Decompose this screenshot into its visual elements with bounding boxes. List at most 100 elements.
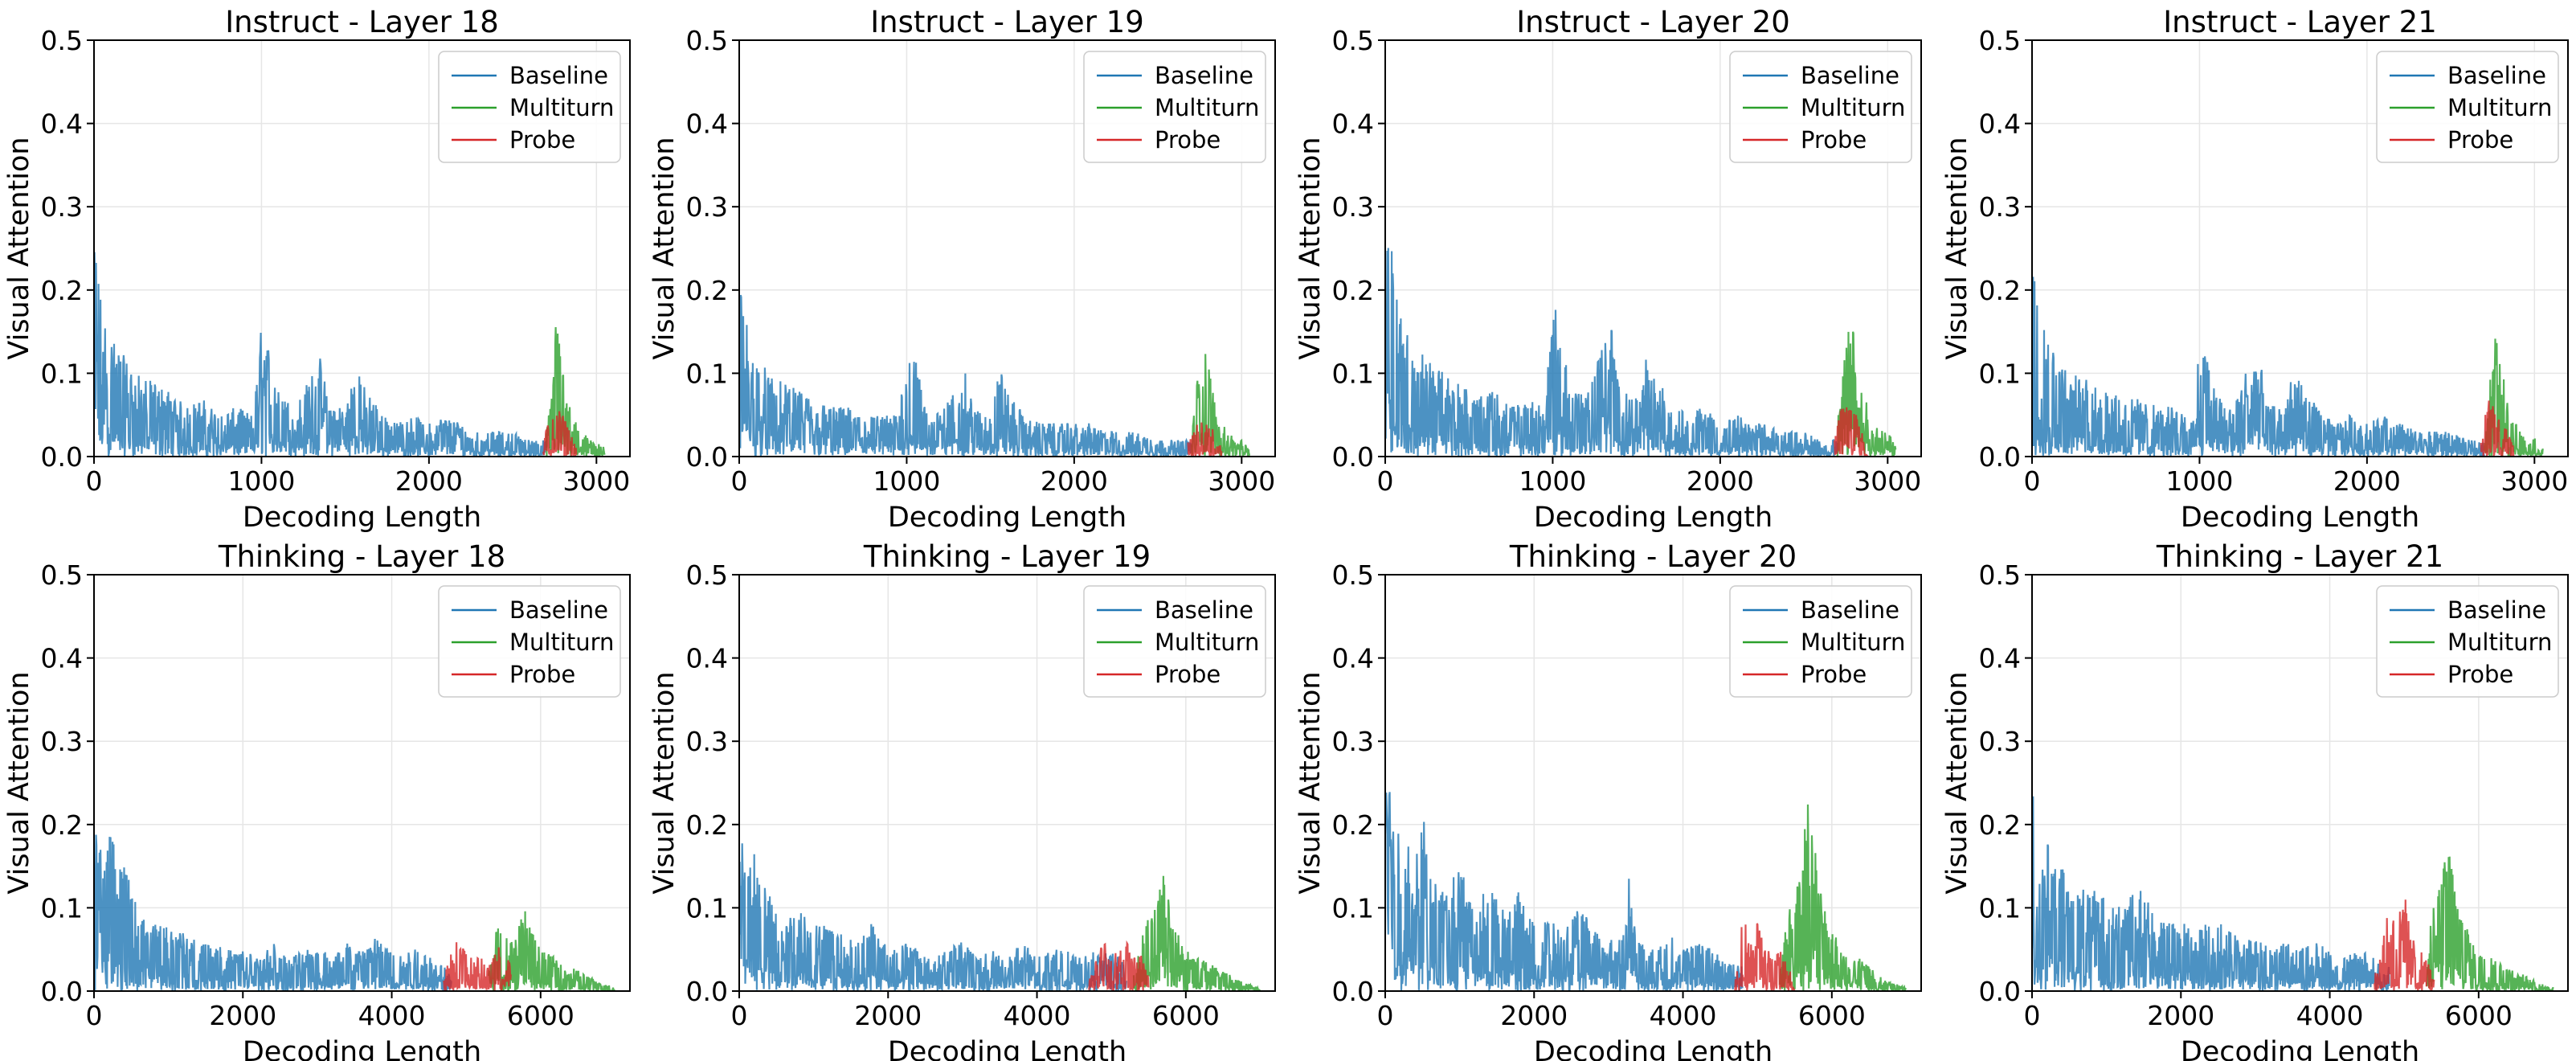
y-axis-label: Visual Attention — [1294, 137, 1327, 359]
legend-label-probe: Probe — [509, 661, 575, 688]
plot-frame — [2031, 574, 2569, 992]
x-axis-label: Decoding Length — [888, 502, 1126, 534]
x-tick-label: 1000 — [873, 465, 940, 497]
y-tick-label: 0.2 — [1979, 809, 2021, 841]
legend: Baseline Multiturn Probe — [1083, 585, 1266, 698]
y-tick-label: 0.5 — [41, 25, 83, 56]
legend: Baseline Multiturn Probe — [2376, 51, 2559, 163]
y-axis-label: Visual Attention — [648, 671, 681, 894]
x-tick-label: 4000 — [2296, 1000, 2364, 1031]
x-tick-label: 0 — [731, 1000, 748, 1031]
subplot-title: Thinking - Layer 19 — [863, 539, 1151, 574]
x-tick-label: 3000 — [1208, 465, 1275, 497]
x-tick-label: 0 — [731, 465, 748, 497]
plot-frame — [738, 574, 1276, 992]
y-tick-label: 0.2 — [686, 809, 728, 841]
legend: Baseline Multiturn Probe — [438, 585, 621, 698]
series-line-probe — [2480, 400, 2516, 457]
subplot-6: 0.0 0.1 0.2 0.3 0.4 0.5 0 2000 4000 6000 Thinking … — [648, 539, 1276, 1061]
x-tick-label: 6000 — [1152, 1000, 1220, 1031]
y-tick-label: 0.0 — [686, 441, 728, 473]
y-tick-label: 0.3 — [1332, 726, 1374, 757]
plot-frame — [93, 574, 631, 992]
x-tick-label: 0 — [2024, 465, 2041, 497]
legend-label-multiturn: Multiturn — [509, 629, 614, 656]
legend-box — [2376, 585, 2559, 698]
series-line-probe — [1833, 407, 1869, 457]
x-tick-label: 1000 — [1519, 465, 1586, 497]
legend-box — [438, 585, 621, 698]
y-tick-label: 0.3 — [41, 726, 83, 757]
subplot-title: Instruct - Layer 19 — [870, 5, 1144, 39]
x-tick-label: 4000 — [1004, 1000, 1071, 1031]
legend-label-baseline: Baseline — [1801, 596, 1899, 624]
y-tick-label: 0.3 — [41, 191, 83, 223]
y-tick-label: 0.0 — [1979, 976, 2021, 1007]
legend-label-probe: Probe — [1801, 661, 1867, 688]
x-tick-label: 0 — [1377, 1000, 1394, 1031]
y-tick-label: 0.1 — [1979, 892, 2021, 924]
y-tick-label: 0.4 — [1979, 643, 2021, 674]
legend-label-probe: Probe — [2447, 661, 2513, 688]
legend: Baseline Multiturn Probe — [438, 51, 621, 163]
legend-box — [1729, 585, 1912, 698]
y-tick-label: 0.5 — [1332, 559, 1374, 591]
x-tick-label: 0 — [86, 465, 103, 497]
y-tick-label: 0.2 — [1332, 809, 1374, 841]
y-axis-label: Visual Attention — [3, 671, 35, 894]
x-tick-label: 3000 — [562, 465, 630, 497]
series-line-probe — [1734, 923, 1796, 991]
legend-label-baseline: Baseline — [509, 596, 608, 624]
y-tick-label: 0.5 — [41, 559, 83, 591]
legend-label-baseline: Baseline — [2447, 596, 2546, 624]
subplot-title: Thinking - Layer 21 — [2156, 539, 2443, 574]
subplot-title: Instruct - Layer 20 — [1516, 5, 1790, 39]
x-tick-label: 2000 — [209, 1000, 276, 1031]
y-tick-label: 0.1 — [686, 892, 728, 924]
series-line-multiturn — [2425, 856, 2554, 991]
legend-label-probe: Probe — [1155, 126, 1221, 154]
legend: Baseline Multiturn Probe — [1083, 51, 1266, 163]
x-tick-label: 4000 — [1650, 1000, 1717, 1031]
series-line-baseline — [2032, 277, 2485, 457]
x-tick-label: 3000 — [1854, 465, 1921, 497]
plot-frame — [1384, 574, 1922, 992]
y-tick-label: 0.4 — [41, 643, 83, 674]
y-tick-label: 0.0 — [1979, 441, 2021, 473]
y-tick-label: 0.0 — [686, 976, 728, 1007]
series-line-probe — [1088, 940, 1150, 991]
subplot-title: Instruct - Layer 18 — [225, 5, 499, 39]
y-tick-label: 0.4 — [686, 643, 728, 674]
y-tick-label: 0.0 — [41, 441, 83, 473]
legend-label-baseline: Baseline — [509, 62, 608, 89]
series-line-baseline — [94, 252, 547, 457]
y-tick-label: 0.3 — [686, 191, 728, 223]
series-line-probe — [1187, 422, 1223, 457]
y-tick-label: 0.3 — [1979, 726, 2021, 757]
legend-label-multiturn: Multiturn — [1801, 629, 1905, 656]
legend-label-multiturn: Multiturn — [2447, 629, 2552, 656]
x-tick-label: 1000 — [227, 465, 295, 497]
y-tick-label: 0.2 — [686, 275, 728, 306]
x-axis-label: Decoding Length — [243, 1036, 481, 1061]
y-tick-label: 0.1 — [41, 892, 83, 924]
plot-frame — [1384, 39, 1922, 457]
legend-label-probe: Probe — [2447, 126, 2513, 154]
y-tick-label: 0.1 — [1979, 358, 2021, 389]
x-tick-label: 2000 — [1041, 465, 1108, 497]
series-line-baseline — [2032, 796, 2390, 991]
y-tick-label: 0.4 — [41, 109, 83, 140]
x-tick-label: 2000 — [2333, 465, 2401, 497]
y-tick-label: 0.2 — [1979, 275, 2021, 306]
x-tick-label: 2000 — [1687, 465, 1754, 497]
subplot-2: 0.0 0.1 0.2 0.3 0.4 0.5 0 1000 2000 3000 Instruct … — [648, 5, 1276, 534]
y-tick-label: 0.3 — [686, 726, 728, 757]
legend-label-multiturn: Multiturn — [2447, 94, 2552, 121]
series-line-probe — [542, 411, 578, 457]
y-tick-label: 0.2 — [41, 275, 83, 306]
legend-label-baseline: Baseline — [1155, 62, 1253, 89]
legend-label-baseline: Baseline — [1155, 596, 1253, 624]
x-axis-label: Decoding Length — [243, 502, 481, 534]
y-tick-label: 0.5 — [686, 25, 728, 56]
